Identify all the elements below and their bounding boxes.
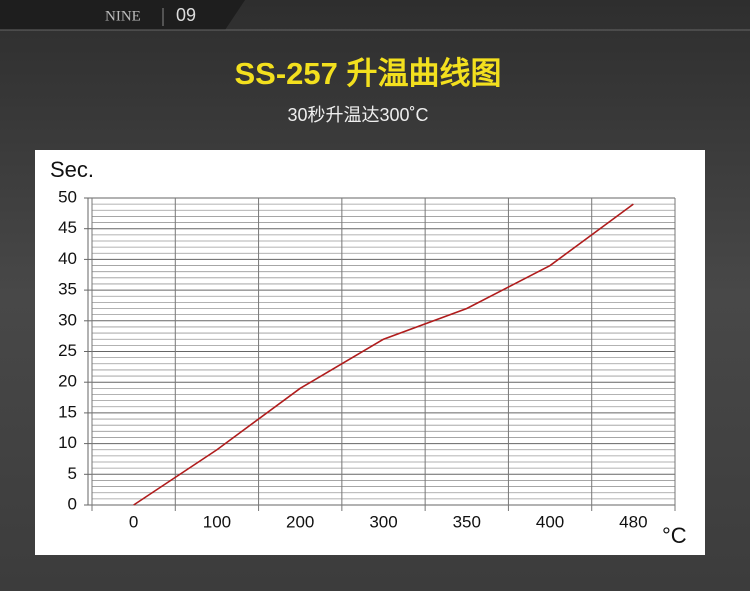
x-tick-label: 350	[453, 512, 481, 531]
data-line	[133, 203, 634, 506]
x-tick-label: 0	[129, 512, 138, 531]
chart-title: SS-257 升温曲线图	[234, 56, 501, 91]
x-tick-label: 100	[203, 512, 231, 531]
y-axis-label: Sec.	[50, 157, 94, 182]
y-tick-label: 5	[68, 464, 77, 483]
chart-subtitle: 30秒升温达300˚C	[287, 105, 428, 125]
header-band	[0, 0, 245, 30]
header-number: 09	[176, 5, 196, 25]
y-tick-label: 0	[68, 494, 77, 513]
y-tick-label: 50	[58, 187, 77, 206]
x-tick-label: 200	[286, 512, 314, 531]
y-tick-label: 10	[58, 433, 77, 452]
y-tick-label: 15	[58, 402, 77, 421]
header-brand: NINE	[105, 8, 141, 24]
y-tick-label: 25	[58, 341, 77, 360]
x-tick-label: 300	[369, 512, 397, 531]
y-tick-label: 20	[58, 372, 77, 391]
y-tick-label: 40	[58, 249, 77, 268]
x-tick-label: 400	[536, 512, 564, 531]
y-tick-label: 45	[58, 218, 77, 237]
chart-panel	[35, 150, 705, 555]
x-tick-label: 480	[619, 512, 647, 531]
x-axis-label: °C	[662, 523, 687, 548]
y-tick-label: 35	[58, 280, 77, 299]
y-tick-label: 30	[58, 310, 77, 329]
